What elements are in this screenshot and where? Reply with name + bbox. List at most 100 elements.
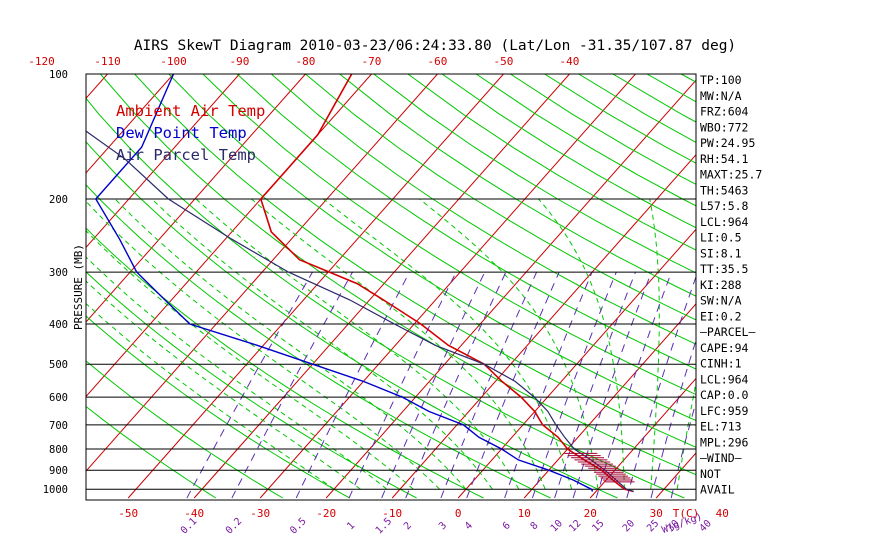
dry-adiabat-line — [510, 74, 696, 185]
mixing-ratio-line — [186, 271, 313, 499]
stat-entry: LCL:964 — [700, 215, 749, 229]
top-temp-tick-label: -40 — [560, 55, 580, 68]
moist-adiabat-line — [86, 256, 388, 490]
stat-entry: FRZ:604 — [700, 105, 749, 119]
series-line-2 — [86, 130, 634, 493]
mixing-ratio-line — [554, 271, 636, 499]
pressure-tick-label: 800 — [49, 444, 68, 456]
bottom-temp-tick-label: -50 — [118, 507, 138, 520]
isotherm-line — [589, 377, 696, 499]
pressure-tick-label: 700 — [49, 420, 68, 432]
top-temp-tick-label: -60 — [428, 55, 448, 68]
series-line-1 — [94, 74, 594, 492]
moist-adiabat-line — [251, 198, 546, 490]
stat-entry: TH:5463 — [700, 183, 749, 197]
mixing-ratio-line — [295, 271, 410, 499]
mixing-ratio-line — [405, 271, 507, 499]
isotherm-line — [788, 74, 870, 498]
bottom-temp-tick-label: -20 — [316, 507, 336, 520]
top-temp-tick-label: -110 — [94, 55, 121, 68]
isotherm-line — [325, 79, 696, 499]
mixing-ratio-line — [595, 271, 672, 499]
stat-entry: CINH:1 — [700, 357, 742, 371]
isotherm-line — [854, 74, 870, 498]
series-line-0 — [259, 74, 634, 493]
pressure-tick-label: 600 — [49, 392, 68, 404]
mixing-ratio-label: 20 — [621, 518, 637, 534]
mixing-ratio-line — [440, 271, 538, 499]
mixing-ratio-label: 1 — [345, 520, 357, 532]
stat-entry: LI:0.5 — [700, 231, 742, 245]
legend-parcel: Air Parcel Temp — [116, 146, 256, 164]
isotherm-line — [86, 74, 306, 323]
legend-dewpoint: Dew Point Temp — [116, 124, 247, 142]
stat-entry: AVAIL — [700, 483, 735, 497]
dry-adiabat-line — [100, 74, 696, 476]
isotherm-line — [193, 74, 570, 499]
moist-adiabat-line — [195, 198, 520, 490]
temp-axis-unit: T(C) — [673, 507, 700, 520]
stat-entry: TT:35.5 — [700, 262, 748, 276]
stat-entry: SW:N/A — [700, 294, 742, 308]
top-temp-tick-label: -50 — [494, 55, 514, 68]
mixing-ratio-label: 4 — [463, 520, 475, 532]
top-temp-tick-label: -80 — [296, 55, 316, 68]
dry-adiabat-line — [270, 74, 696, 345]
stat-entry: —PARCEL— — [700, 325, 755, 339]
pressure-tick-label: 500 — [49, 359, 68, 371]
mixing-ratio-line — [348, 271, 457, 499]
stat-entry: —WIND— — [700, 451, 742, 465]
dry-adiabat-line — [86, 140, 618, 499]
stat-entry: TP:100 — [700, 73, 742, 87]
mixing-ratio-label: 2 — [402, 520, 414, 532]
mixing-ratio-line — [626, 275, 696, 499]
dry-adiabat-line — [86, 184, 551, 499]
plot-frame — [85, 73, 697, 501]
bottom-temp-tick-label: 10 — [518, 507, 531, 520]
mixing-ratio-label: 10 — [549, 518, 565, 534]
dry-adiabat-line — [236, 74, 696, 370]
mixing-ratio-label: 8 — [529, 520, 541, 532]
top-temp-tick-label: -120 — [28, 55, 55, 68]
mixing-ratio-line — [531, 271, 617, 499]
mixing-ratio-line — [381, 271, 486, 499]
moist-adiabat-line — [538, 198, 625, 490]
stat-entry: CAPE:94 — [700, 341, 749, 355]
stat-entry: MW:N/A — [700, 89, 742, 103]
stat-entry: NOT — [700, 467, 721, 481]
isotherm-line — [259, 74, 636, 499]
top-temp-tick-label: -90 — [230, 55, 250, 68]
mixing-ratio-line — [466, 271, 560, 499]
bottom-temp-tick-label: -30 — [250, 507, 270, 520]
stat-entry: LFC:959 — [700, 404, 749, 418]
mixing-ratio-label: 15 — [590, 518, 606, 534]
stat-entry: LCL:964 — [700, 372, 749, 386]
bottom-temp-tick-label: 40 — [716, 507, 729, 520]
stat-entry: L57:5.8 — [700, 199, 749, 213]
isotherm-line — [86, 74, 174, 174]
pressure-tick-label: 200 — [49, 194, 68, 206]
top-temp-tick-label: -70 — [362, 55, 382, 68]
dry-adiabat-line — [305, 74, 696, 321]
y-axis-label: PRESSURE (MB) — [72, 244, 85, 330]
isotherm-line — [86, 74, 438, 472]
mixing-ratio-label: 6 — [501, 520, 513, 532]
bottom-temp-tick-label: 30 — [650, 507, 663, 520]
pressure-tick-label: 100 — [49, 69, 68, 81]
stat-entry: MAXT:25.7 — [700, 168, 762, 182]
stat-entry: CAP:0.0 — [700, 388, 749, 402]
pressure-tick-label: 900 — [49, 465, 68, 477]
stat-entry: EI:0.2 — [700, 309, 742, 323]
moist-adiabat-line — [649, 198, 660, 490]
isotherm-line — [127, 74, 504, 499]
mixing-ratio-line — [572, 271, 652, 499]
legend-ambient: Ambient Air Temp — [116, 102, 265, 120]
isotherm-line — [523, 303, 696, 499]
isotherm-line — [0, 74, 42, 498]
dry-adiabat-line — [86, 360, 284, 499]
stat-entry: EL:713 — [700, 420, 742, 434]
mixing-ratio-label: 0.5 — [288, 516, 309, 537]
dry-adiabat-line — [86, 227, 484, 499]
